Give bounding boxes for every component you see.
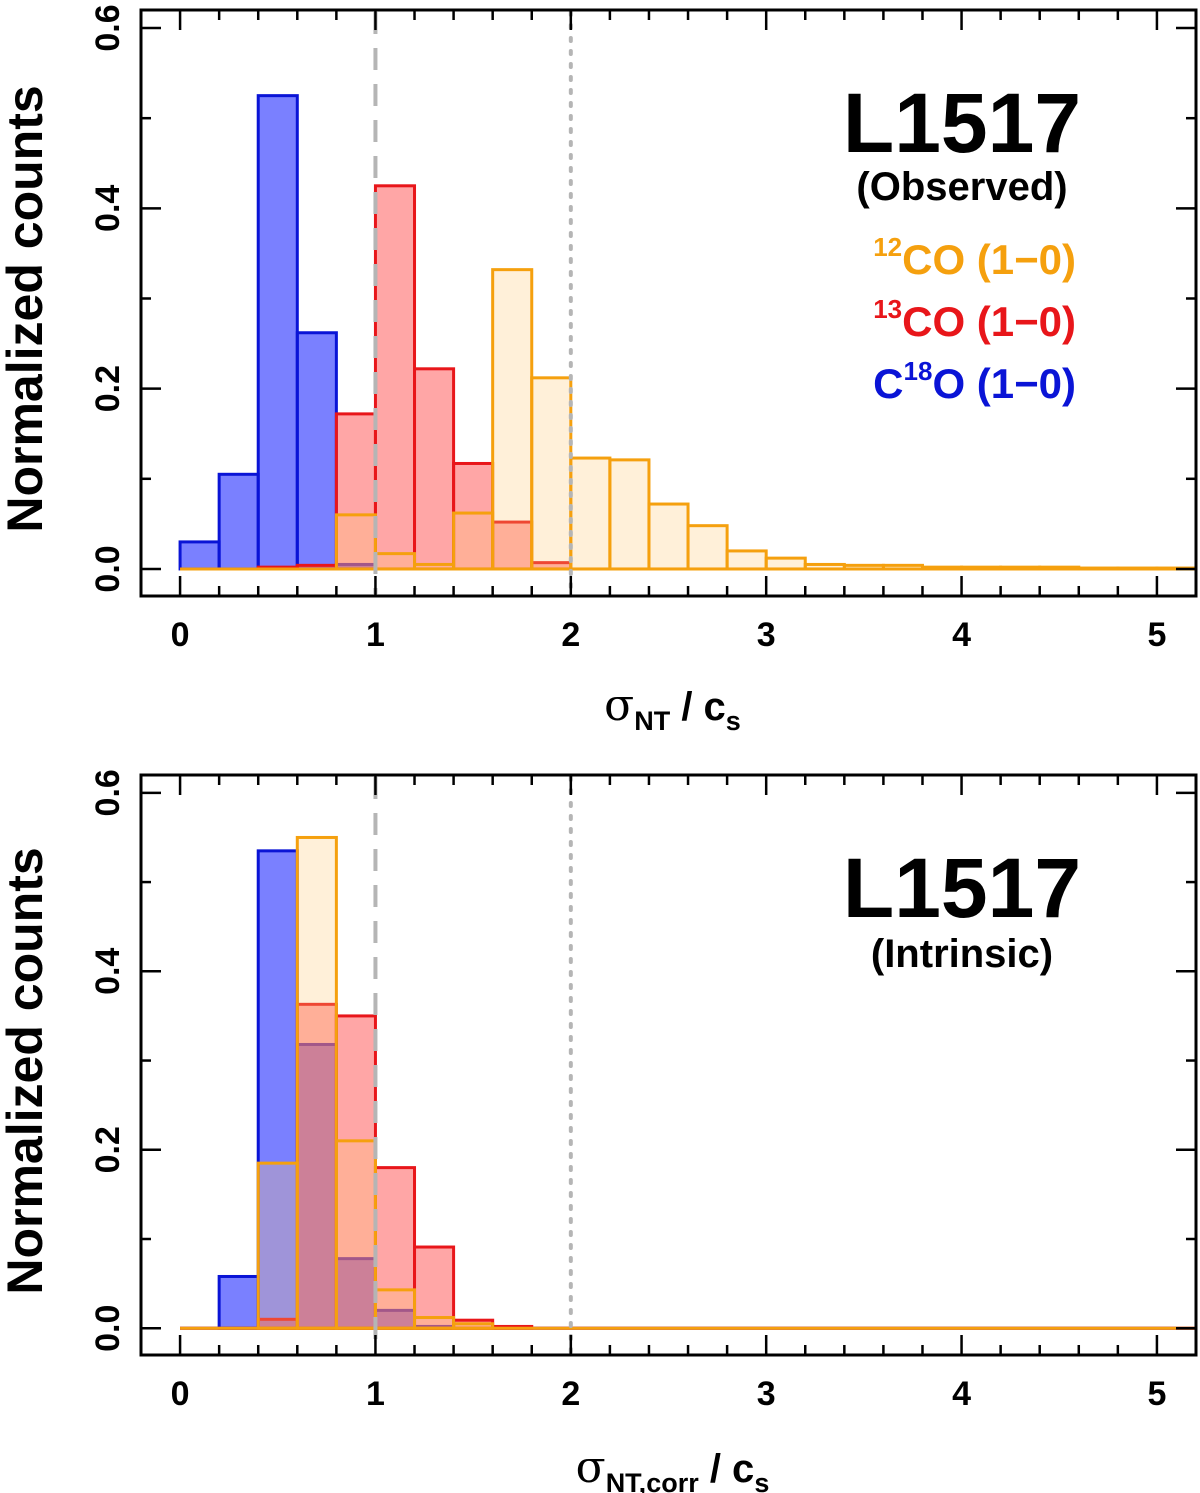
- y-tick-label: 0.4: [89, 185, 127, 232]
- y-tick-label: 0.0: [89, 545, 127, 592]
- bar: [373, 184, 417, 571]
- y-tick-label: 0.4: [89, 948, 127, 995]
- y-tick-label: 0.2: [89, 1126, 127, 1173]
- x-tick-label: 0: [171, 616, 190, 654]
- bar: [217, 472, 260, 571]
- y-tick-label: 0.6: [89, 769, 127, 816]
- y-axis-label: Normalized counts: [0, 85, 53, 532]
- legend-entry: 12CO (1−0): [873, 232, 1076, 283]
- bar: [295, 1042, 338, 1330]
- chart-title: L1517: [843, 76, 1081, 170]
- bar: [491, 268, 534, 571]
- x-tick-label: 3: [757, 616, 776, 654]
- legend-entry: C18O (1−0): [873, 356, 1076, 407]
- bar: [569, 456, 612, 571]
- x-tick-label: 4: [952, 1375, 971, 1413]
- bar: [530, 376, 573, 571]
- bar: [413, 367, 456, 571]
- x-tick-label: 2: [561, 616, 580, 654]
- bar: [452, 511, 495, 571]
- x-tick-label: 5: [1147, 616, 1166, 654]
- x-axis-label: σNT,corr / cs: [576, 1442, 770, 1493]
- series-12co-1-0-: [180, 268, 1198, 571]
- bar: [452, 461, 495, 571]
- bar: [295, 835, 338, 1330]
- chart-subtitle: (Observed): [856, 165, 1067, 209]
- bar: [256, 94, 299, 571]
- x-tick-label: 0: [171, 1375, 190, 1413]
- y-tick-label: 0.0: [89, 1305, 127, 1352]
- bar: [725, 549, 768, 571]
- bar: [217, 1274, 260, 1330]
- y-tick-label: 0.6: [89, 4, 127, 51]
- top-panel: 0 1 2 3 4 5 0.0 0.2 0.4 0.6 Normalized counts σNT /…: [0, 4, 1198, 736]
- legend-entry: 13CO (1−0): [873, 294, 1076, 345]
- bar: [686, 524, 729, 571]
- series-c18o-1-0-: [180, 849, 1196, 1330]
- bottom-panel: 0 1 2 3 4 5 0.0 0.2 0.4 0.6 Normalized counts σNT,c…: [0, 769, 1198, 1493]
- series-12co-1-0-: [180, 835, 1196, 1330]
- x-tick-label: 3: [757, 1375, 776, 1413]
- bar: [295, 331, 338, 571]
- bar: [373, 552, 417, 571]
- bar: [334, 1139, 377, 1330]
- bar: [413, 1245, 456, 1330]
- bar: [647, 502, 690, 571]
- chart-subtitle: (Intrinsic): [871, 932, 1053, 976]
- x-tick-label: 1: [366, 1375, 385, 1413]
- x-tick-label: 1: [366, 616, 385, 654]
- bar: [256, 1161, 299, 1330]
- plot-frame: [139, 773, 1198, 1357]
- x-tick-label: 2: [561, 1375, 580, 1413]
- bar: [764, 556, 807, 571]
- bar: [178, 540, 221, 571]
- bar: [413, 1316, 456, 1330]
- bar: [373, 1288, 417, 1330]
- chart-title: L1517: [843, 841, 1081, 935]
- x-axis-label: σNT / cs: [604, 680, 741, 736]
- x-tick-label: 5: [1147, 1375, 1166, 1413]
- bar: [334, 513, 377, 571]
- series-c18o-1-0-: [178, 94, 1196, 571]
- bar: [295, 1002, 338, 1330]
- plot-frame: [139, 8, 1198, 598]
- y-tick-label: 0.2: [89, 365, 127, 412]
- y-axis-label: Normalized counts: [0, 847, 53, 1294]
- x-tick-label: 4: [952, 616, 971, 654]
- bar: [256, 849, 299, 1330]
- bar: [334, 412, 377, 571]
- bar: [608, 458, 651, 571]
